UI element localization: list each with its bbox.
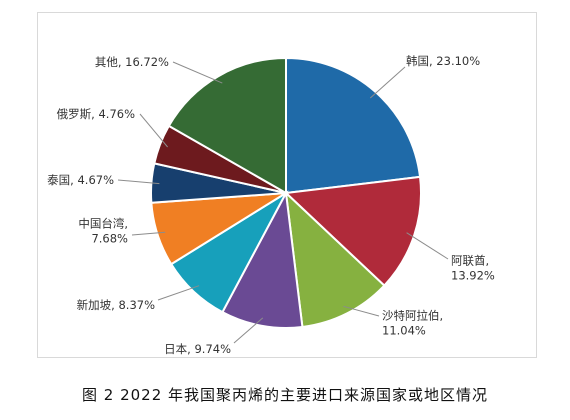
pie-slice <box>284 190 386 329</box>
leader-line <box>343 305 380 317</box>
leader-line <box>369 66 406 99</box>
data-label: 日本, 9.74% <box>164 342 231 356</box>
data-label-line: 中国台湾, <box>78 217 128 231</box>
data-label-line: 沙特阿拉伯, <box>382 309 443 323</box>
data-label-line: 11.04% <box>382 324 426 338</box>
data-label-line: 韩国, 23.10% <box>406 54 480 68</box>
data-label-line: 7.68% <box>91 232 128 246</box>
leader-line <box>233 317 264 344</box>
data-label-line: 日本, 9.74% <box>164 342 231 356</box>
pie-slice <box>283 175 422 287</box>
pie-slice <box>221 189 304 329</box>
pie-slice <box>285 56 422 195</box>
data-label: 沙特阿拉伯, 11.04% <box>382 309 443 338</box>
pie-chart: 韩国, 23.10% 阿联酋, 13.92% 沙特阿拉伯, 11.04% 日本, 9.74… <box>47 54 495 356</box>
data-label-line: 阿联酋, <box>451 254 489 268</box>
pie-slice <box>167 56 287 195</box>
data-labels: 韩国, 23.10% 阿联酋, 13.92% 沙特阿拉伯, 11.04% 日本, 9.74… <box>47 54 495 356</box>
data-label-line: 新加坡, 8.37% <box>77 298 155 312</box>
leader-line <box>117 179 160 185</box>
data-label: 新加坡, 8.37% <box>77 298 155 312</box>
pie-slices <box>150 56 422 329</box>
leader-line <box>172 61 223 84</box>
data-label-line: 泰国, 4.67% <box>47 173 114 187</box>
data-label-line: 其他, 16.72% <box>95 55 169 69</box>
chart-area: 韩国, 23.10% 阿联酋, 13.92% 沙特阿拉伯, 11.04% 日本, 9.74… <box>37 12 537 358</box>
data-label: 其他, 16.72% <box>95 55 169 69</box>
data-label: 俄罗斯, 4.76% <box>57 107 135 121</box>
data-label-line: 13.92% <box>451 269 495 283</box>
leader-line <box>157 285 200 301</box>
leader-lines <box>117 61 449 344</box>
leader-line <box>406 232 449 260</box>
figure-caption: 图 2 2022 年我国聚丙烯的主要进口来源国家或地区情况 <box>81 386 489 404</box>
leader-line <box>139 113 168 148</box>
data-label: 阿联酋, 13.92% <box>451 254 495 283</box>
data-label: 中国台湾, 7.68% <box>78 217 128 246</box>
data-label-line: 俄罗斯, 4.76% <box>57 107 135 121</box>
data-label: 泰国, 4.67% <box>47 173 114 187</box>
data-label: 韩国, 23.10% <box>406 54 480 68</box>
leader-line <box>131 231 166 236</box>
